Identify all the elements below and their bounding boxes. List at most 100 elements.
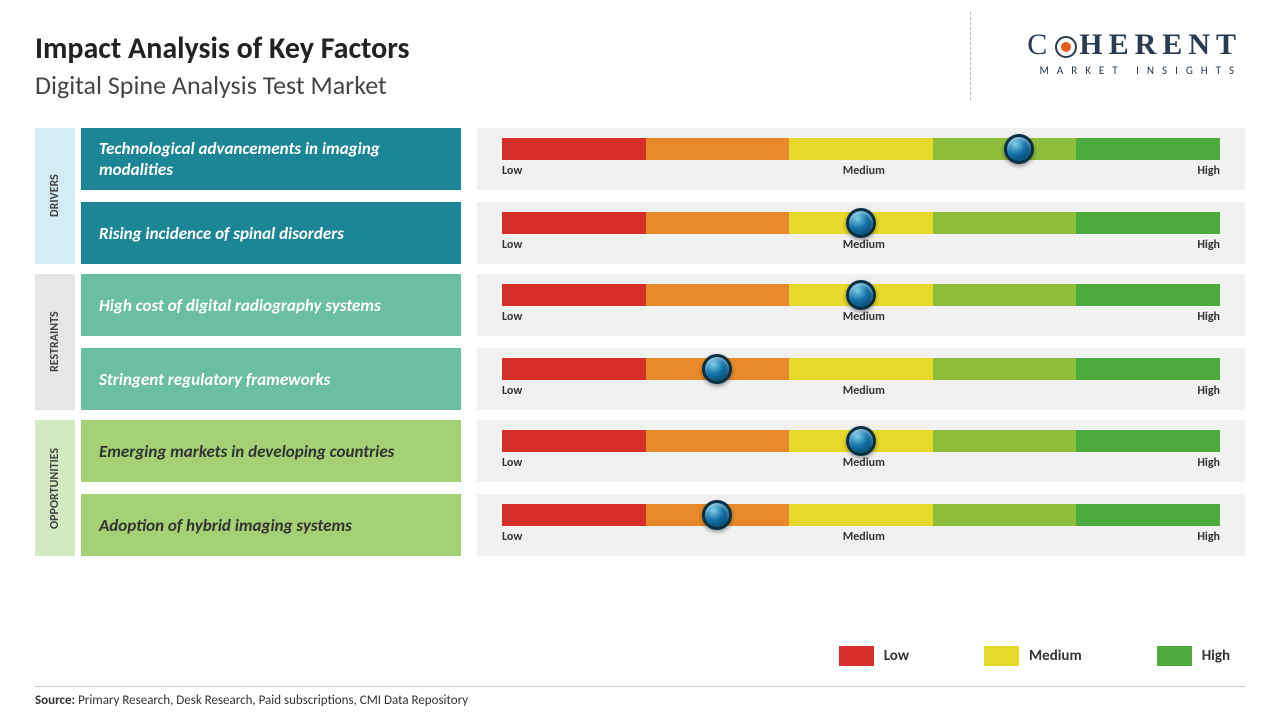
factor-label: Rising incidence of spinal disorders [81,202,461,264]
scale-label-medium: Medium [843,238,885,252]
bar-segment [502,138,646,160]
legend-item: Low [839,646,909,666]
scale-label-high: High [1197,164,1220,178]
bar-segment [502,212,646,234]
bar-segment [646,138,790,160]
header: Impact Analysis of Key Factors Digital S… [35,30,410,101]
impact-marker [846,280,876,310]
factor-row: High cost of digital radiography systems… [81,274,1245,336]
legend-swatch [984,646,1019,666]
header-divider [970,12,971,100]
bar-segment [1076,138,1220,160]
category-rows: Technological advancements in imaging mo… [81,128,1245,264]
factor-label: Stringent regulatory frameworks [81,348,461,410]
page-subtitle: Digital Spine Analysis Test Market [35,69,410,101]
impact-slider: Low Medium High [477,494,1245,556]
impact-marker [1004,134,1034,164]
logo-sub-text: MARKET INSIGHTS [1027,64,1242,77]
category-section: DRIVERSTechnological advancements in ima… [35,128,1245,264]
bar-segment [1076,430,1220,452]
bar-segment [933,430,1077,452]
scale-label-low: Low [502,530,522,544]
impact-bar [502,138,1220,160]
impact-bar [502,504,1220,526]
impact-marker [702,500,732,530]
impact-slider: Low Medium High [477,128,1245,190]
factor-row: Emerging markets in developing countries… [81,420,1245,482]
bar-segment [789,138,933,160]
category-label: OPPORTUNITIES [35,420,75,556]
legend-swatch [1157,646,1192,666]
impact-marker [846,208,876,238]
legend-item: Medium [984,646,1082,666]
scale-label-medium: Medium [843,310,885,324]
scale-labels: Low Medium High [502,530,1220,544]
impact-slider: Low Medium High [477,274,1245,336]
scale-label-low: Low [502,456,522,470]
scale-labels: Low Medium High [502,456,1220,470]
impact-marker [846,426,876,456]
bar-segment [933,212,1077,234]
chart-content: DRIVERSTechnological advancements in ima… [35,128,1245,566]
category-rows: High cost of digital radiography systems… [81,274,1245,410]
bar-segment [933,358,1077,380]
scale-label-low: Low [502,164,522,178]
source-label: Source: [35,693,75,708]
scale-label-low: Low [502,384,522,398]
factor-row: Adoption of hybrid imaging systems Low Med… [81,494,1245,556]
factor-row: Rising incidence of spinal disordersLowM… [81,202,1245,264]
scale-labels: LowMediumHigh [502,384,1220,398]
factor-label: Emerging markets in developing countries [81,420,461,482]
logo-accent-icon [1055,36,1077,58]
bar-segment [502,284,646,306]
bar-segment [1076,212,1220,234]
category-label: DRIVERS [35,128,75,264]
category-section: OPPORTUNITIESEmerging markets in develop… [35,420,1245,556]
factor-row: Stringent regulatory frameworks LowMedium… [81,348,1245,410]
legend-swatch [839,646,874,666]
factor-label: High cost of digital radiography systems [81,274,461,336]
scale-label-high: High [1197,530,1220,544]
scale-label-high: High [1197,456,1220,470]
factor-label: Technological advancements in imaging mo… [81,128,461,190]
impact-slider: LowMediumHigh [477,348,1245,410]
scale-label-high: High [1197,238,1220,252]
impact-marker [702,354,732,384]
legend-label: Low [884,647,909,665]
bar-segment [646,212,790,234]
legend-item: High [1157,646,1230,666]
bar-segment [789,358,933,380]
scale-labels: Low Medium High [502,164,1220,178]
scale-label-medium: Medium [843,530,885,544]
impact-slider: Low Medium High [477,420,1245,482]
factor-label: Adoption of hybrid imaging systems [81,494,461,556]
scale-labels: Low Medium High [502,310,1220,324]
logo-main-text: CHERENT [1027,28,1242,62]
category-label: RESTRAINTS [35,274,75,410]
scale-label-high: High [1197,384,1220,398]
impact-slider: LowMediumHigh [477,202,1245,264]
page-title: Impact Analysis of Key Factors [35,30,410,67]
legend-label: Medium [1029,647,1082,665]
category-rows: Emerging markets in developing countries… [81,420,1245,556]
bar-segment [1076,504,1220,526]
bar-segment [502,430,646,452]
brand-logo: CHERENT MARKET INSIGHTS [1027,28,1242,77]
category-section: RESTRAINTSHigh cost of digital radiograp… [35,274,1245,410]
scale-label-low: Low [502,310,522,324]
source-line: Source: Primary Research, Desk Research,… [35,686,1245,708]
factor-row: Technological advancements in imaging mo… [81,128,1245,190]
scale-label-medium: Medium [843,164,885,178]
impact-bar [502,358,1220,380]
scale-label-high: High [1197,310,1220,324]
bar-segment [933,504,1077,526]
scale-labels: LowMediumHigh [502,238,1220,252]
legend: Low Medium High [839,646,1230,666]
scale-label-medium: Medium [843,456,885,470]
bar-segment [933,284,1077,306]
bar-segment [1076,358,1220,380]
legend-label: High [1202,647,1230,665]
bar-segment [646,284,790,306]
bar-segment [1076,284,1220,306]
bar-segment [502,504,646,526]
